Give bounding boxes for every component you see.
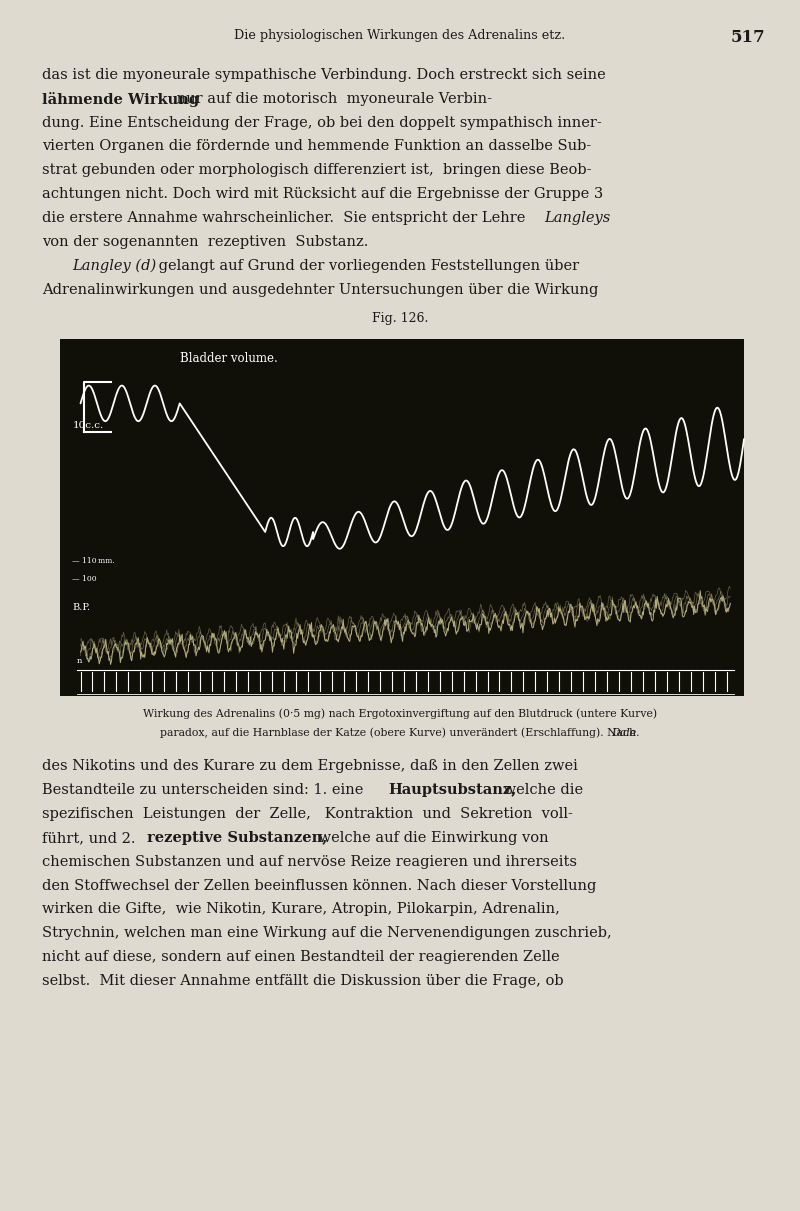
Text: Strychnin, welchen man eine Wirkung auf die Nervenendigungen zuschrieb,: Strychnin, welchen man eine Wirkung auf … [42,926,611,940]
Text: des Nikotins und des Kurare zu dem Ergebnisse, daß in den Zellen zwei: des Nikotins und des Kurare zu dem Ergeb… [42,759,578,774]
Text: achtungen nicht. Doch wird mit Rücksicht auf die Ergebnisse der Gruppe 3: achtungen nicht. Doch wird mit Rücksicht… [42,188,603,201]
Text: Die physiologischen Wirkungen des Adrenalins etz.: Die physiologischen Wirkungen des Adrena… [234,29,566,42]
Text: lähmende Wirkung: lähmende Wirkung [42,92,198,107]
Text: nur auf die motorisch  myoneurale Verbin-: nur auf die motorisch myoneurale Verbin- [172,92,492,105]
Bar [60,339,744,696]
Text: vierten Organen die fördernde und hemmende Funktion an dasselbe Sub-: vierten Organen die fördernde und hemmen… [42,139,591,154]
Text: strat gebunden oder morphologisch differenziert ist,  bringen diese Beob-: strat gebunden oder morphologisch differ… [42,163,591,177]
Text: rezeptive Substanzen,: rezeptive Substanzen, [147,831,327,845]
Text: 10c.c.: 10c.c. [72,421,103,430]
Text: n: n [77,656,82,665]
Text: Dale.: Dale. [611,728,640,737]
Text: — 110 mm.: — 110 mm. [72,557,115,566]
Text: Fig. 126.: Fig. 126. [372,312,428,326]
Text: Hauptsubstanz,: Hauptsubstanz, [388,784,516,797]
Text: das ist die myoneurale sympathische Verbindung. Doch erstreckt sich seine: das ist die myoneurale sympathische Verb… [42,68,606,82]
Text: Adrenalinwirkungen und ausgedehnter Untersuchungen über die Wirkung: Adrenalinwirkungen und ausgedehnter Unte… [42,282,598,297]
Text: den Stoffwechsel der Zellen beeinflussen können. Nach dieser Vorstellung: den Stoffwechsel der Zellen beeinflussen… [42,879,596,893]
Text: Wirkung des Adrenalins (0·5 mg) nach Ergotoxinvergiftung auf den Blutdruck (unte: Wirkung des Adrenalins (0·5 mg) nach Erg… [143,708,657,719]
Text: gelangt auf Grund der vorliegenden Feststellungen über: gelangt auf Grund der vorliegenden Fests… [154,259,579,272]
Text: Langleys: Langleys [544,211,610,225]
Text: 517: 517 [731,29,766,46]
Text: Bladder volume.: Bladder volume. [180,351,278,365]
Text: die erstere Annahme wahrscheinlicher.  Sie entspricht der Lehre: die erstere Annahme wahrscheinlicher. Si… [42,211,530,225]
Text: paradox, auf die Harnblase der Katze (obere Kurve) unverändert (Erschlaffung). N: paradox, auf die Harnblase der Katze (ob… [160,728,640,739]
Text: dung. Eine Entscheidung der Frage, ob bei den doppelt sympathisch inner-: dung. Eine Entscheidung der Frage, ob be… [42,115,602,130]
Text: welche auf die Einwirkung von: welche auf die Einwirkung von [314,831,548,845]
Text: Langley (d): Langley (d) [72,259,156,272]
Text: B.P.: B.P. [72,603,90,613]
Text: führt, und 2.: führt, und 2. [42,831,140,845]
Text: welche die: welche die [499,784,583,797]
Text: — 100: — 100 [72,575,97,582]
Text: Bestandteile zu unterscheiden sind: 1. eine: Bestandteile zu unterscheiden sind: 1. e… [42,784,368,797]
Text: von der sogenannten  rezeptiven  Substanz.: von der sogenannten rezeptiven Substanz. [42,235,368,248]
Text: spezifischen  Leistungen  der  Zelle,   Kontraktion  und  Sekretion  voll-: spezifischen Leistungen der Zelle, Kontr… [42,807,573,821]
Text: chemischen Substanzen und auf nervöse Reize reagieren und ihrerseits: chemischen Substanzen und auf nervöse Re… [42,855,577,868]
Text: nicht auf diese, sondern auf einen Bestandteil der reagierenden Zelle: nicht auf diese, sondern auf einen Besta… [42,951,559,964]
Text: wirken die Gifte,  wie Nikotin, Kurare, Atropin, Pilokarpin, Adrenalin,: wirken die Gifte, wie Nikotin, Kurare, A… [42,902,559,917]
Text: selbst.  Mit dieser Annahme entfällt die Diskussion über die Frage, ob: selbst. Mit dieser Annahme entfällt die … [42,974,563,988]
